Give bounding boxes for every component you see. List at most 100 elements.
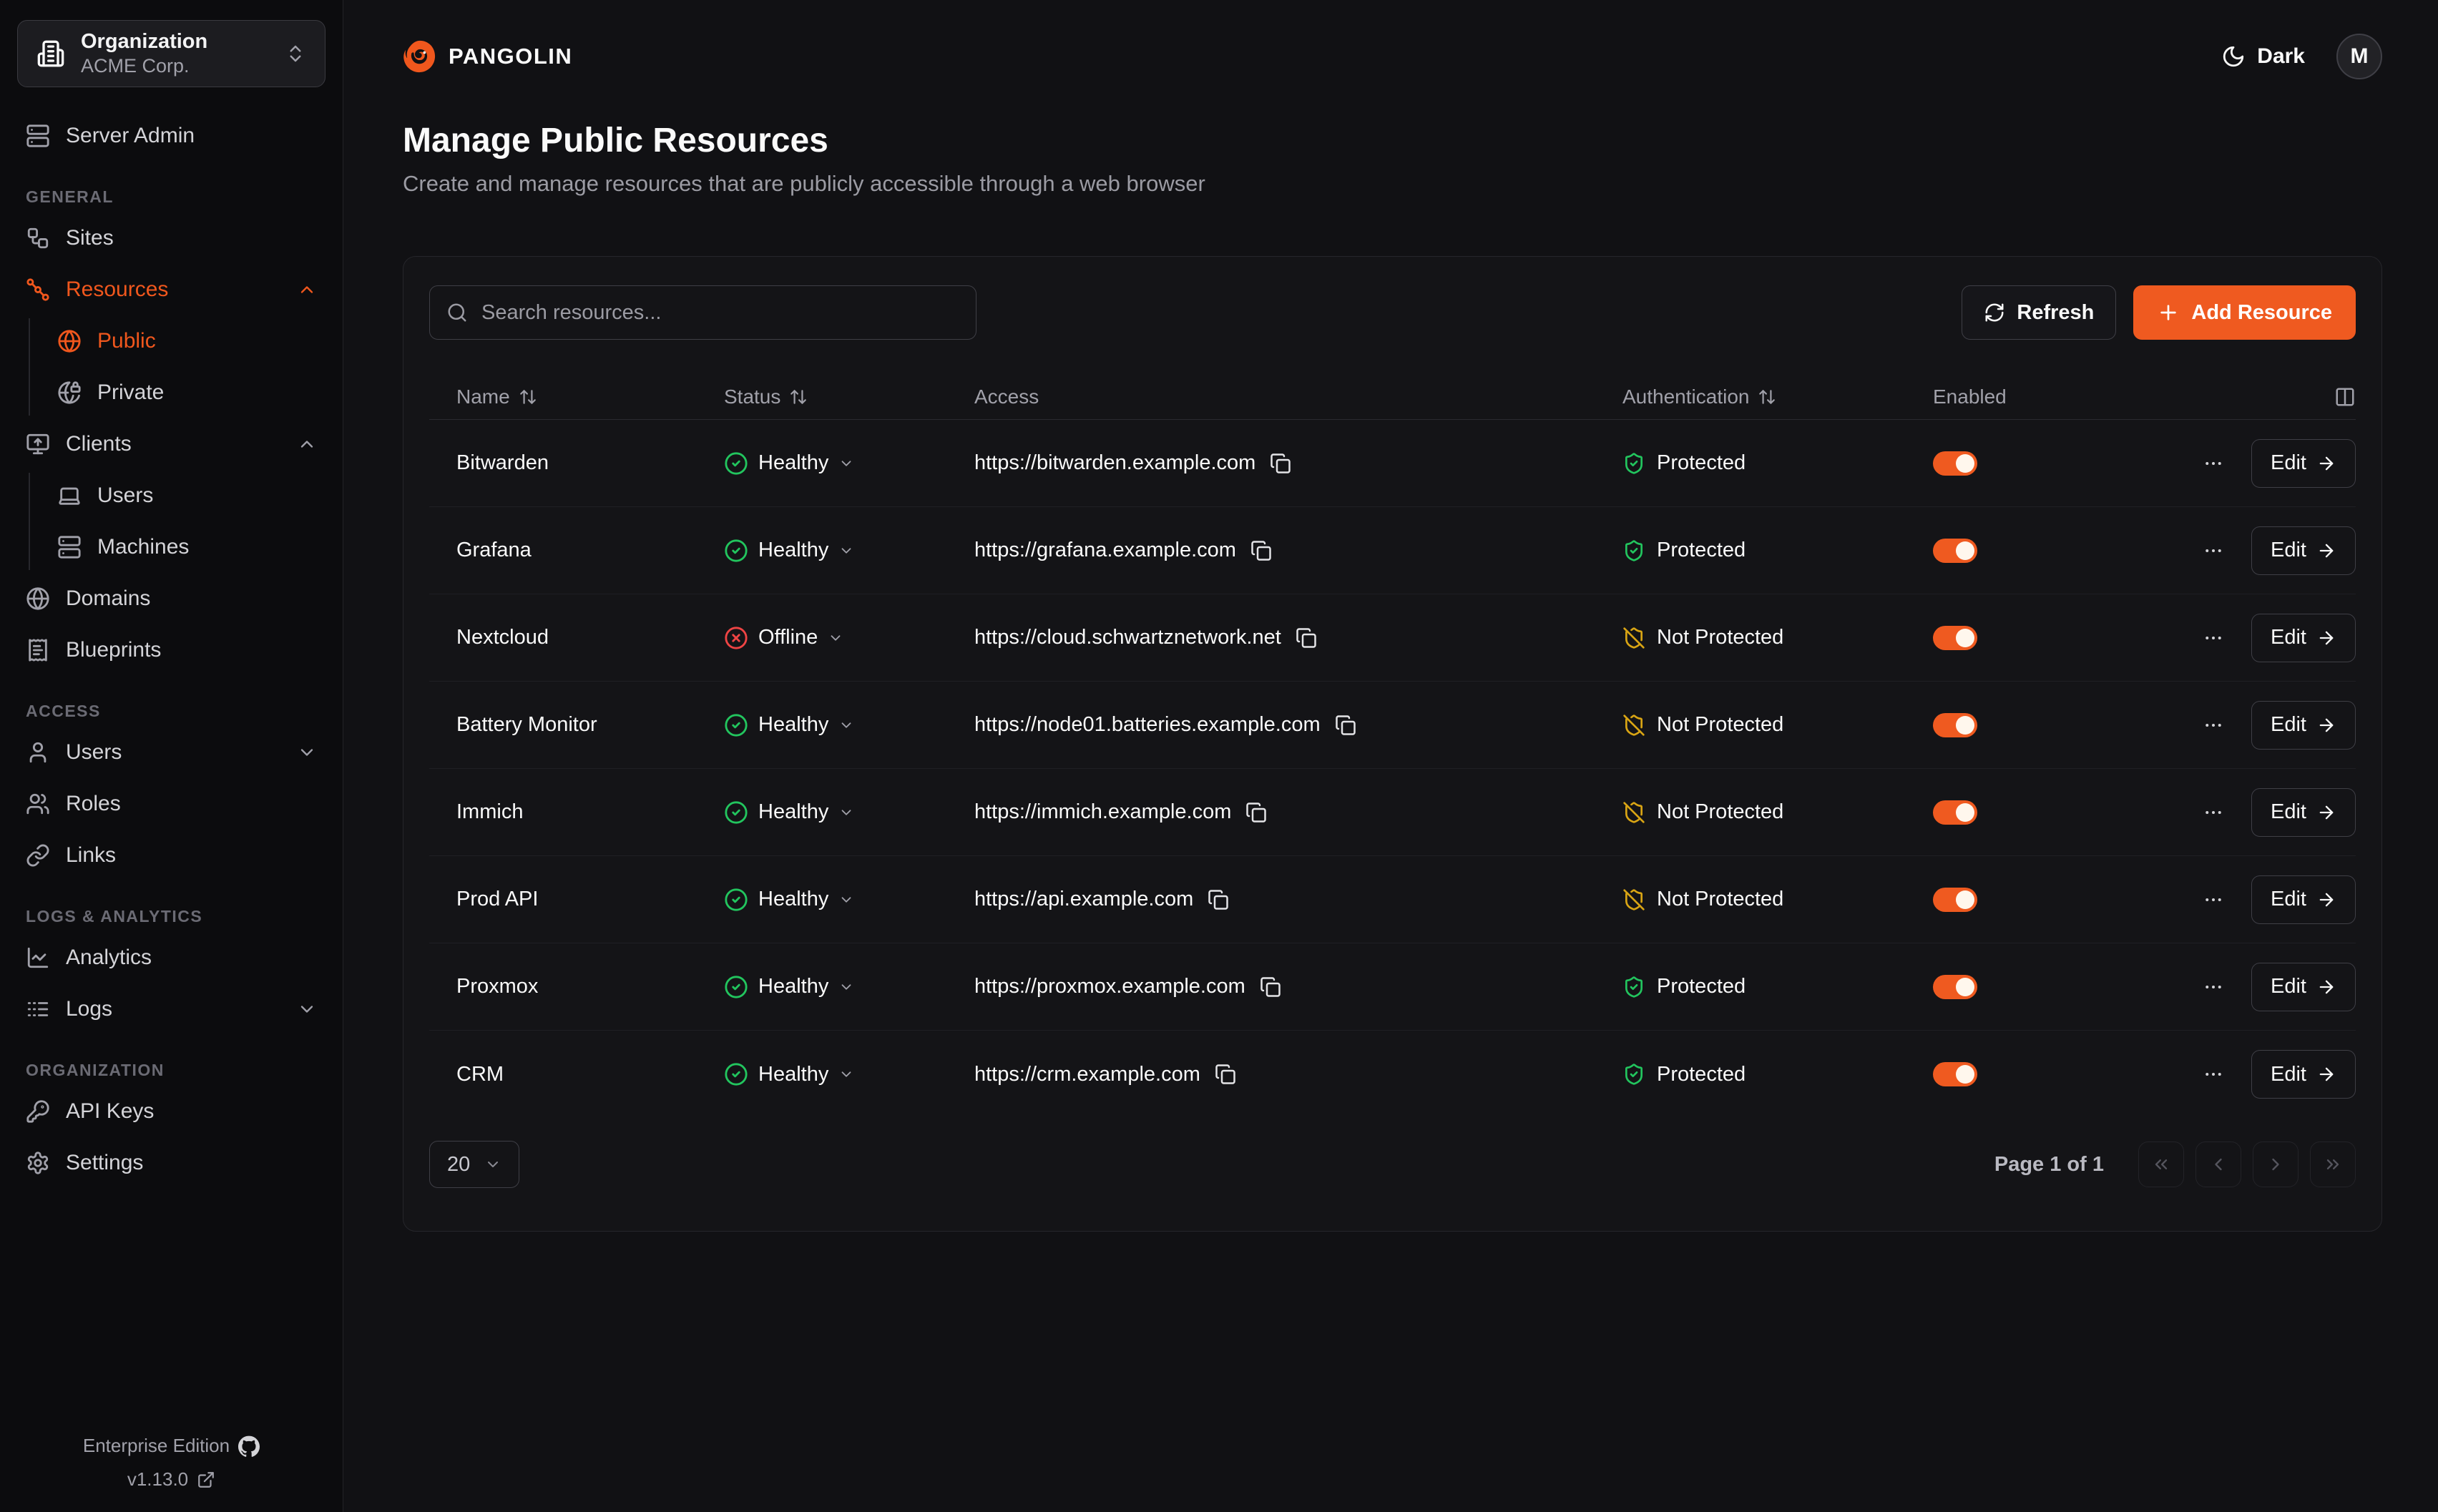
sidebar-item-analytics[interactable]: Analytics [17,935,325,981]
edit-button[interactable]: Edit [2251,787,2356,837]
sidebar-item-blueprints[interactable]: Blueprints [17,627,325,673]
auth-label: Protected [1657,975,1746,998]
more-options-icon[interactable] [2203,802,2224,823]
sidebar-item-resources[interactable]: Resources [17,267,325,313]
search-input[interactable] [429,285,976,340]
status-badge[interactable]: Healthy [724,1062,974,1086]
status-label: Healthy [758,975,829,998]
copy-icon[interactable] [1270,453,1291,474]
more-options-icon[interactable] [2203,889,2224,910]
enabled-toggle[interactable] [1933,1062,1977,1086]
enabled-toggle[interactable] [1933,625,1977,650]
brand[interactable]: PANGOLIN [403,40,572,73]
table-row: Immich Healthy https://immich.example.co… [429,769,2356,856]
status-badge[interactable]: Healthy [724,713,974,737]
chevron-up-icon [297,434,317,454]
sidebar-item-private[interactable]: Private [57,370,325,416]
table-header: Name Status Access Authentication Enable… [429,374,2356,420]
status-badge[interactable]: Healthy [724,975,974,999]
edit-button[interactable]: Edit [2251,1050,2356,1099]
copy-icon[interactable] [1250,540,1272,561]
enabled-toggle[interactable] [1933,974,1977,999]
more-options-icon[interactable] [2203,453,2224,474]
edit-label: Edit [2271,539,2306,561]
auth-label: Not Protected [1657,800,1784,823]
org-label: Organization [81,29,208,53]
sidebar-item-domains[interactable]: Domains [17,576,325,622]
sidebar-item-sites[interactable]: Sites [17,215,325,261]
copy-icon[interactable] [1335,715,1356,736]
edit-button[interactable]: Edit [2251,962,2356,1011]
sidebar-item-settings[interactable]: Settings [17,1140,325,1186]
status-badge[interactable]: Healthy [724,888,974,912]
copy-icon[interactable] [1245,802,1267,823]
pagination: 20 Page 1 of 1 [429,1141,2356,1188]
more-options-icon[interactable] [2203,540,2224,561]
columns-icon[interactable] [2334,386,2356,408]
toolbar: Refresh Add Resource [429,285,2356,340]
sidebar-item-api-keys[interactable]: API Keys [17,1089,325,1134]
last-page-button[interactable] [2310,1142,2356,1187]
receipt-icon [26,638,50,662]
enabled-toggle[interactable] [1933,800,1977,825]
more-options-icon[interactable] [2203,715,2224,736]
edit-button[interactable]: Edit [2251,526,2356,575]
arrow-right-icon [2316,715,2336,735]
org-selector[interactable]: Organization ACME Corp. [17,20,325,87]
more-options-icon[interactable] [2203,976,2224,998]
edit-button[interactable]: Edit [2251,700,2356,750]
sidebar-footer: Enterprise Edition v1.13.0 [0,1435,343,1491]
previous-page-button[interactable] [2195,1142,2241,1187]
copy-icon[interactable] [1260,976,1281,998]
sidebar-item-label: Resources [66,278,169,301]
theme-toggle[interactable]: Dark [2221,44,2305,69]
sort-icon[interactable] [1758,388,1776,406]
copy-icon[interactable] [1215,1064,1236,1085]
more-options-icon[interactable] [2203,1064,2224,1085]
sidebar-item-clients[interactable]: Clients [17,421,325,467]
column-header-enabled: Enabled [1933,385,2007,408]
page-size-select[interactable]: 20 [429,1141,520,1188]
external-link-icon[interactable] [197,1471,215,1489]
sort-icon[interactable] [789,388,808,406]
status-label: Healthy [758,1062,829,1086]
enabled-toggle[interactable] [1933,538,1977,563]
sidebar: Organization ACME Corp. Server Admin GEN… [0,0,343,1512]
sidebar-item-users[interactable]: Users [17,730,325,775]
enabled-toggle[interactable] [1933,887,1977,912]
sidebar-item-links[interactable]: Links [17,833,325,878]
sidebar-item-server-admin[interactable]: Server Admin [17,113,325,159]
status-badge[interactable]: Offline [724,626,974,650]
github-icon[interactable] [238,1435,260,1457]
first-page-button[interactable] [2138,1142,2184,1187]
more-options-icon[interactable] [2203,627,2224,649]
enabled-toggle[interactable] [1933,712,1977,737]
auth-badge: Not Protected [1622,713,1933,737]
user-icon [26,740,50,765]
sidebar-item-logs[interactable]: Logs [17,986,325,1032]
add-resource-button[interactable]: Add Resource [2133,285,2356,340]
sort-icon[interactable] [519,388,537,406]
enabled-toggle[interactable] [1933,451,1977,476]
status-badge[interactable]: Healthy [724,800,974,825]
resource-url: https://crm.example.com [974,1062,1200,1086]
refresh-button[interactable]: Refresh [1962,285,2117,340]
status-label: Healthy [758,713,829,736]
sidebar-item-label: Public [97,329,156,353]
copy-icon[interactable] [1208,889,1229,910]
sidebar-item-machines[interactable]: Machines [57,524,325,570]
sidebar-item-label: Server Admin [66,124,195,147]
edit-button[interactable]: Edit [2251,875,2356,924]
copy-icon[interactable] [1296,627,1317,649]
arrow-right-icon [2316,1064,2336,1084]
sidebar-item-client-users[interactable]: Users [57,473,325,519]
sidebar-item-public[interactable]: Public [57,318,325,364]
edit-button[interactable]: Edit [2251,438,2356,488]
avatar[interactable]: M [2336,34,2382,79]
status-badge[interactable]: Healthy [724,539,974,563]
resource-name: Nextcloud [456,626,549,649]
next-page-button[interactable] [2253,1142,2299,1187]
edit-button[interactable]: Edit [2251,613,2356,662]
sidebar-item-roles[interactable]: Roles [17,781,325,827]
status-badge[interactable]: Healthy [724,451,974,476]
